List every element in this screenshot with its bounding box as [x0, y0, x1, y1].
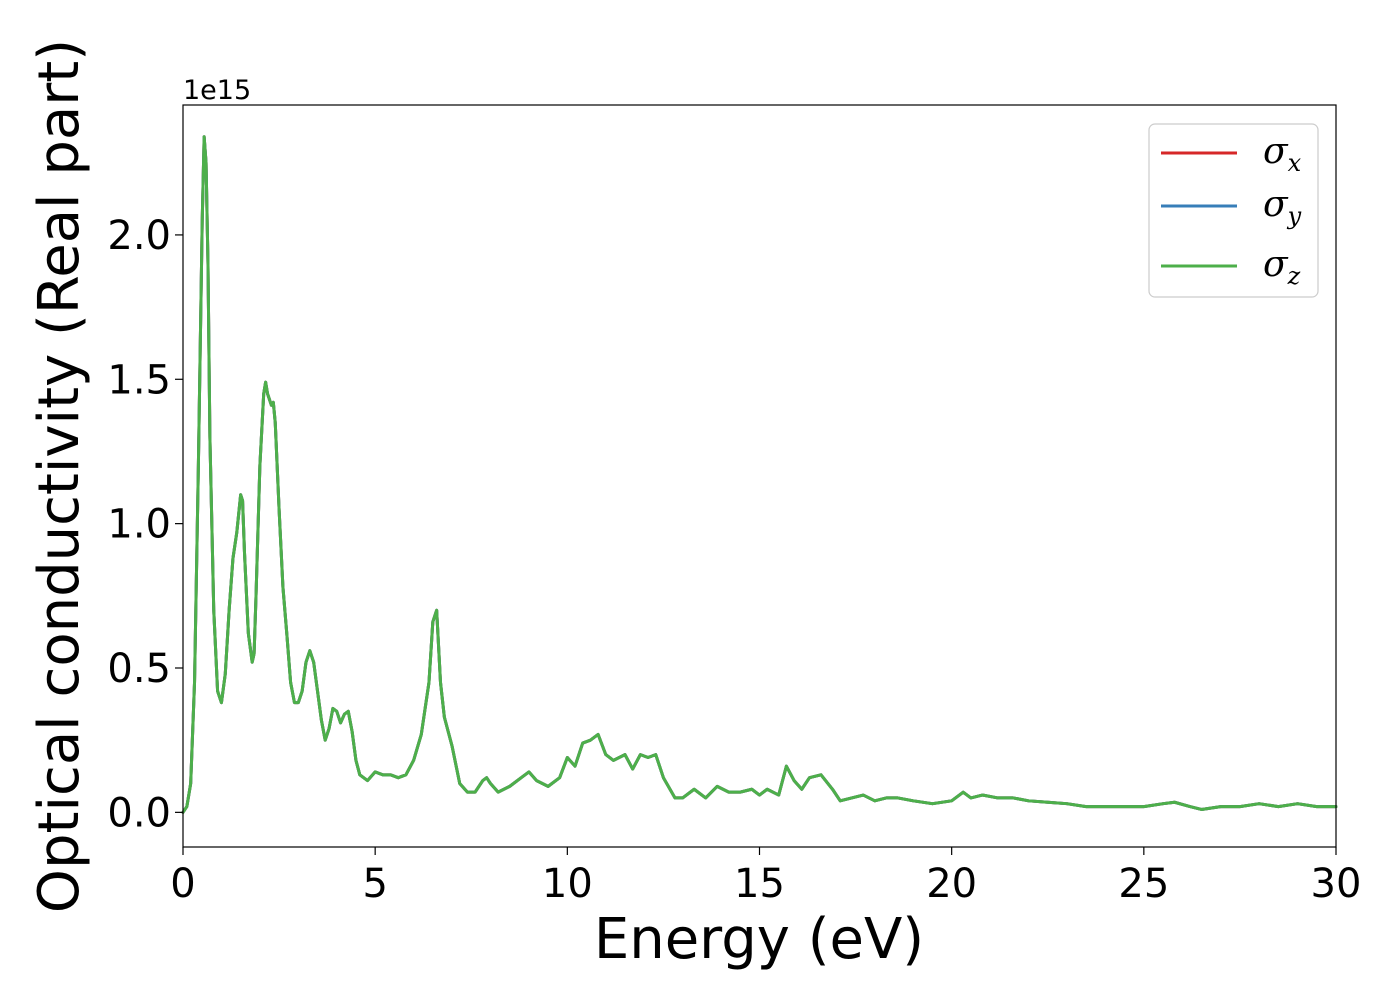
- x-axis: 0 5 10 15 20 25 30: [170, 847, 1361, 907]
- y-axis: 0.0 0.5 1.0 1.5 2.0: [107, 213, 183, 836]
- x-axis-label: Energy (eV): [594, 907, 924, 972]
- x-tick-label: 5: [362, 861, 387, 907]
- x-tick-label: 30: [1311, 861, 1362, 907]
- x-tick-label: 10: [542, 861, 593, 907]
- legend-label-sigma-z: σz: [1263, 244, 1301, 290]
- series-line-sigma-z: [181, 135, 1338, 814]
- x-tick-label: 0: [170, 861, 195, 907]
- x-tick-label: 20: [926, 861, 977, 907]
- y-offset-label: 1e15: [183, 75, 251, 106]
- y-tick-label: 2.0: [107, 213, 171, 259]
- y-tick-label: 0.0: [107, 790, 171, 836]
- plot-area: [181, 135, 1338, 814]
- legend-label-sigma-y: σy: [1263, 184, 1302, 230]
- y-tick-label: 1.0: [107, 502, 171, 548]
- legend-box: [1148, 123, 1319, 298]
- legend: σx σy σz: [1148, 123, 1319, 298]
- y-axis-label: Optical conductivity (Real part): [27, 39, 92, 913]
- y-tick-label: 1.5: [107, 357, 171, 403]
- x-tick-label: 25: [1118, 861, 1169, 907]
- x-tick-label: 15: [734, 861, 785, 907]
- y-tick-label: 0.5: [107, 646, 171, 692]
- legend-label-sigma-x: σx: [1263, 131, 1302, 177]
